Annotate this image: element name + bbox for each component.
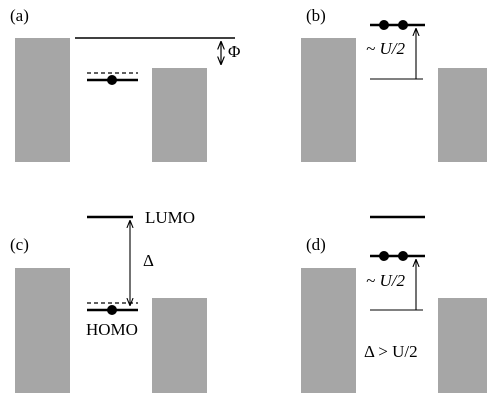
condition-label: Δ > U/2: [364, 342, 418, 361]
electron: [107, 305, 117, 315]
right-lead: [152, 68, 207, 162]
electron: [107, 75, 117, 85]
right-lead: [438, 68, 487, 162]
energy-gap-label: ~ U/2: [366, 271, 405, 290]
electron: [398, 251, 408, 261]
panel-b: (b) ~ U/2: [301, 6, 487, 162]
work-function-label: Φ: [228, 42, 240, 61]
panel-b-label: (b): [306, 6, 326, 25]
homo-label: HOMO: [86, 320, 138, 339]
left-lead: [15, 38, 70, 162]
lumo-label: LUMO: [145, 208, 195, 227]
electron: [379, 251, 389, 261]
panel-a: (a) Φ: [10, 6, 240, 162]
electron: [398, 20, 408, 30]
energy-gap-label: ~ U/2: [366, 39, 405, 58]
panel-a-label: (a): [10, 6, 29, 25]
right-lead: [438, 298, 487, 393]
gap-label: Δ: [143, 251, 154, 270]
left-lead: [301, 38, 356, 162]
right-lead: [152, 298, 207, 393]
left-lead: [15, 268, 70, 393]
panel-d-label: (d): [306, 235, 326, 254]
left-lead: [301, 268, 356, 393]
panel-c-label: (c): [10, 235, 29, 254]
electron: [379, 20, 389, 30]
panel-d: (d) ~ U/2 Δ > U/2: [301, 215, 487, 393]
panel-c: (c) LUMO Δ HOMO: [10, 208, 207, 393]
